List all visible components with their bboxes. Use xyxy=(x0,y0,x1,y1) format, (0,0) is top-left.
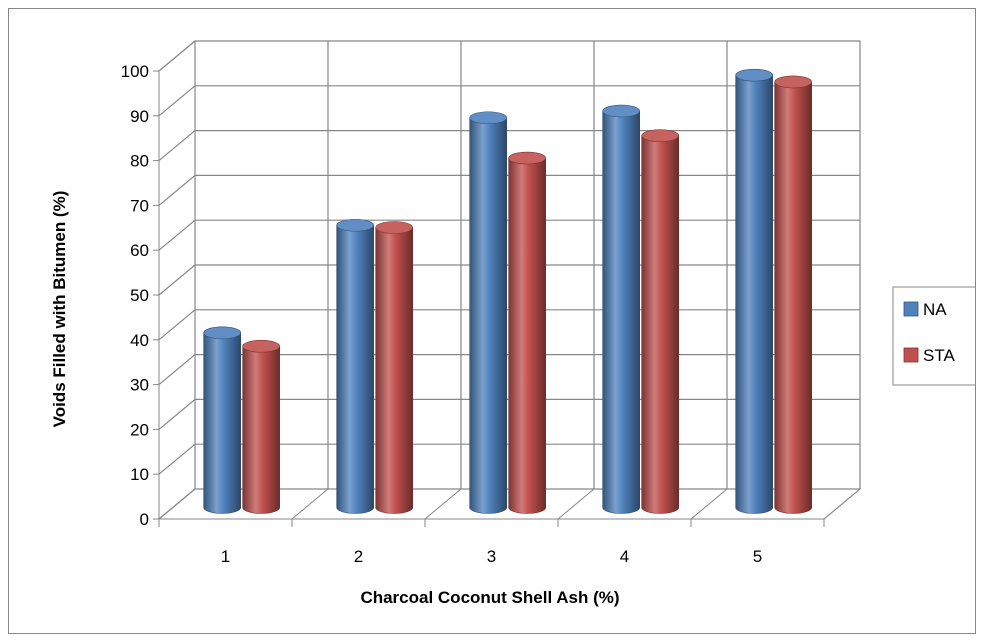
legend-label-na: NA xyxy=(923,300,947,319)
bar-top xyxy=(375,221,414,234)
y-tick-label: 90 xyxy=(130,107,149,126)
bar-body xyxy=(336,224,374,514)
bar-sta-2 xyxy=(375,221,414,514)
y-tick-label: 0 xyxy=(140,510,149,529)
legend-swatch-sta xyxy=(903,347,919,363)
x-tick-label: 1 xyxy=(221,547,230,566)
bar-body xyxy=(774,81,812,514)
chart-frame: 0 10 20 30 40 50 60 70 80 90 100 1 2 3 4 5 Voids Filled… xyxy=(8,8,980,634)
y-tick-label: 100 xyxy=(121,62,149,81)
bar-body xyxy=(203,332,241,514)
floor-divider xyxy=(557,488,595,520)
floor-divider xyxy=(690,488,728,520)
tick-labels: 0 10 20 30 40 50 60 70 80 90 100 1 2 3 4 5 xyxy=(121,62,763,566)
bar-na-2 xyxy=(336,218,375,514)
bar-sta-3 xyxy=(508,151,547,514)
x-tick-label: 3 xyxy=(487,547,496,566)
bar-na-3 xyxy=(469,111,508,514)
floor-divider xyxy=(823,488,861,520)
bar-body xyxy=(375,227,413,514)
bar-top xyxy=(508,151,547,165)
legend-swatch-na xyxy=(903,301,919,317)
floor-divider xyxy=(291,488,329,520)
legend: NA STA xyxy=(892,286,980,386)
bar-body xyxy=(602,110,640,514)
bar-top xyxy=(774,75,813,89)
bar-sta-1 xyxy=(242,339,280,514)
x-axis-title: Charcoal Coconut Shell Ash (%) xyxy=(360,588,619,607)
bar-top xyxy=(735,68,774,82)
y-axis-title: Voids Filled with Bitumen (%) xyxy=(50,191,69,428)
bar-body xyxy=(242,345,280,514)
bar-chart: 0 10 20 30 40 50 60 70 80 90 100 1 2 3 4 5 Voids Filled… xyxy=(50,39,980,607)
y-tick-label: 80 xyxy=(130,152,149,171)
y-tick-label: 70 xyxy=(130,196,149,215)
y-tick-label: 20 xyxy=(130,420,149,439)
bar-na-1 xyxy=(203,326,241,514)
bar-body xyxy=(641,135,679,514)
y-tick-label: 50 xyxy=(130,286,149,305)
bar-top xyxy=(469,111,508,125)
bar-na-5 xyxy=(735,68,774,514)
bar-sta-5 xyxy=(774,75,813,514)
bar-top xyxy=(602,104,641,118)
y-tick-label: 60 xyxy=(130,241,149,260)
y-tick-label: 30 xyxy=(130,376,149,395)
legend-label-sta: STA xyxy=(923,346,955,365)
bar-top xyxy=(336,218,375,232)
bar-sta-4 xyxy=(641,129,680,514)
axes xyxy=(153,70,825,527)
y-tick-label: 10 xyxy=(130,465,149,484)
bar-top xyxy=(203,326,241,340)
bar-top xyxy=(242,339,280,353)
bar-top xyxy=(641,129,680,142)
x-tick-label: 5 xyxy=(753,547,762,566)
floor-divider xyxy=(158,488,196,520)
bar-body xyxy=(735,74,773,514)
bars xyxy=(203,68,813,514)
x-tick-label: 2 xyxy=(354,547,363,566)
bar-body xyxy=(508,157,546,514)
x-tick-label: 4 xyxy=(620,547,629,566)
bar-na-4 xyxy=(602,104,641,514)
floor-divider xyxy=(424,488,462,520)
y-tick-label: 40 xyxy=(130,331,149,350)
bar-body xyxy=(469,117,507,514)
